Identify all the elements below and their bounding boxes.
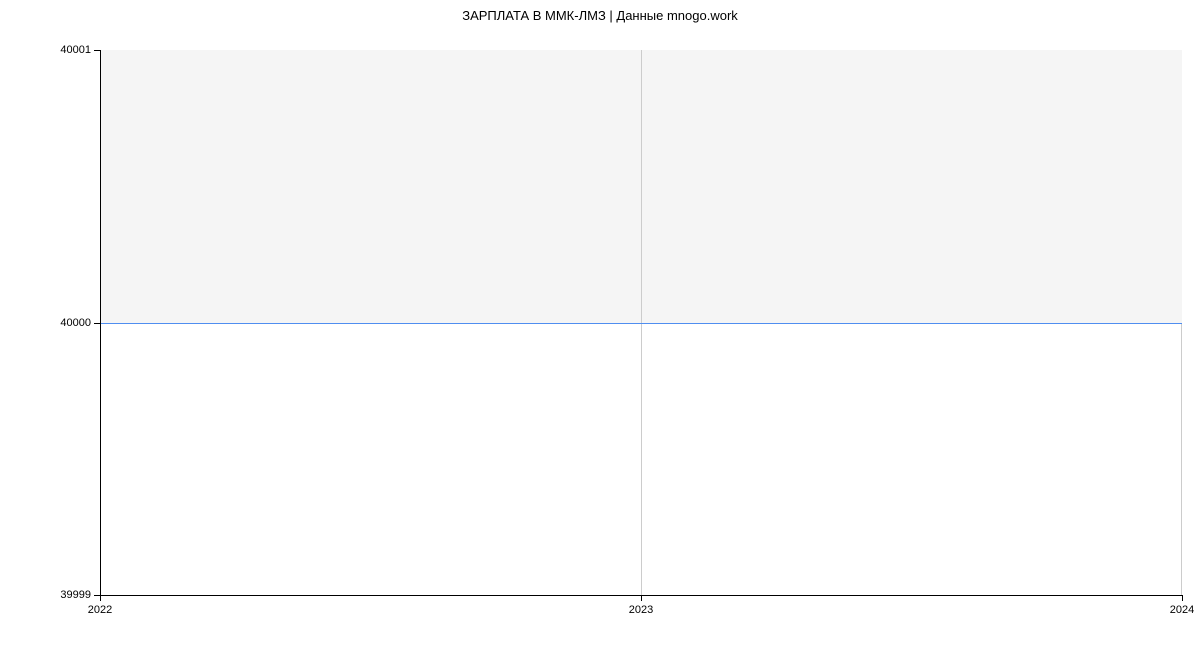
x-tick [1182, 595, 1183, 601]
y-tick [94, 50, 100, 51]
y-tick-label: 39999 [0, 589, 91, 601]
chart-title: ЗАРПЛАТА В ММК-ЛМЗ | Данные mnogo.work [0, 8, 1200, 23]
x-tick [641, 595, 642, 601]
x-tick [100, 595, 101, 601]
x-tick-label: 2024 [1170, 604, 1194, 616]
y-axis-line [100, 50, 101, 595]
y-tick-label: 40001 [0, 44, 91, 56]
salary-chart: ЗАРПЛАТА В ММК-ЛМЗ | Данные mnogo.work 3… [0, 0, 1200, 650]
y-tick [94, 323, 100, 324]
x-tick-label: 2022 [88, 604, 112, 616]
series-line [100, 323, 1182, 324]
y-tick-label: 40000 [0, 317, 91, 329]
x-tick-label: 2023 [629, 604, 653, 616]
